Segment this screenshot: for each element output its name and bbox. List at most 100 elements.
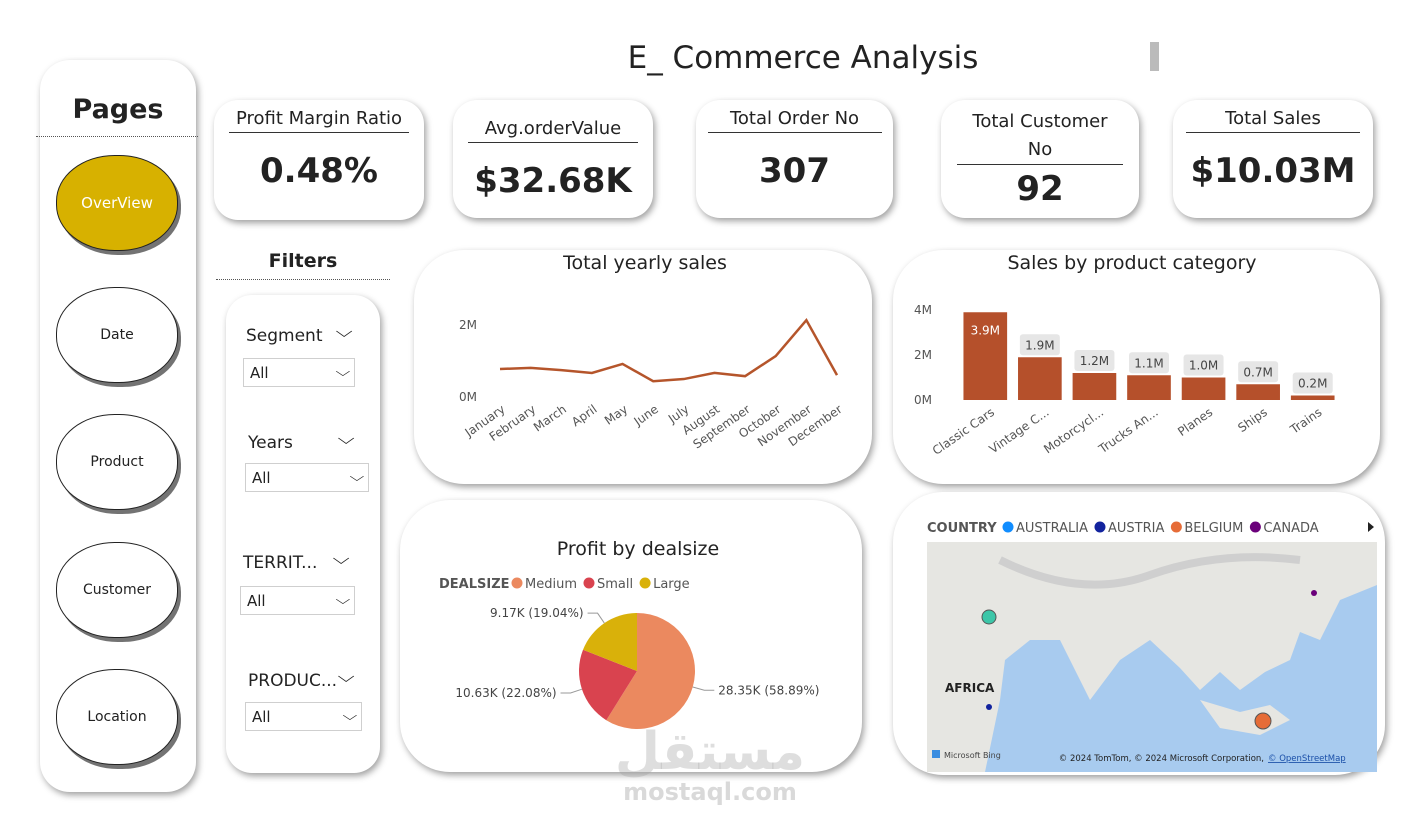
kpi-card: Total Sales $10.03M	[1173, 100, 1373, 218]
nav-button[interactable]: Customer	[56, 542, 178, 638]
bar	[963, 312, 1008, 400]
filter-chevron: ⌵	[335, 322, 353, 341]
data-label: 1.0M	[1189, 359, 1218, 373]
filter-value: All	[252, 707, 271, 726]
x-tick-label: April	[569, 402, 600, 429]
dropdown-chevron: ⌵	[335, 365, 351, 380]
page-title: E_ Commerce Analysis	[627, 40, 979, 76]
kpi-card: Total Customer No 92	[941, 100, 1139, 218]
kpi-label: Total Order No	[707, 108, 882, 133]
kpi-label: Avg.orderValue	[468, 118, 638, 143]
bar	[1181, 377, 1226, 400]
chart-title: Profit by dealsize	[557, 538, 719, 560]
x-tick-label: Vintage C...	[987, 405, 1052, 456]
chart-title: Total yearly sales	[562, 252, 727, 274]
kpi-label: Total Sales	[1186, 108, 1360, 133]
leader-line	[692, 686, 715, 691]
kpi-value: $10.03M	[1190, 151, 1356, 191]
data-label: 3.9M	[971, 323, 1000, 337]
filter-dropdown[interactable]: All ⌵	[240, 586, 355, 615]
dropdown-chevron: ⌵	[342, 709, 358, 724]
y-tick-label: 2M	[459, 318, 477, 332]
legend-swatch	[639, 577, 651, 589]
legend-label: Small	[597, 577, 633, 592]
dropdown-chevron: ⌵	[349, 470, 365, 485]
data-label: 0.2M	[1298, 377, 1327, 391]
legend-label: BELGIUM	[1184, 521, 1243, 536]
x-tick-label: March	[531, 402, 569, 434]
map-attribution-link[interactable]: © OpenStreetMap	[1268, 754, 1346, 764]
x-tick-label: May	[602, 402, 630, 428]
nav-button[interactable]: Date	[56, 287, 178, 383]
kpi-value: $32.68K	[474, 161, 632, 201]
nav-button[interactable]: OverView	[56, 155, 178, 251]
divider	[36, 136, 198, 137]
filter-label: Years	[248, 433, 293, 453]
data-label: 1.9M	[1025, 338, 1054, 352]
y-tick-label: 0M	[914, 393, 932, 407]
bar	[1290, 395, 1335, 400]
map-bubble	[1311, 590, 1317, 596]
filter-dropdown[interactable]: All ⌵	[245, 702, 362, 731]
legend-label: AUSTRIA	[1108, 521, 1164, 536]
filter-value: All	[247, 591, 266, 610]
x-tick-label: Classic Cars	[930, 405, 997, 458]
map-bubble	[1254, 712, 1272, 730]
filter-value: All	[250, 363, 269, 382]
filter-label: PRODUC...	[248, 671, 338, 691]
legend-swatch	[1002, 521, 1014, 533]
legend-swatch	[1094, 521, 1106, 533]
kpi-value: 92	[1016, 169, 1064, 209]
filter-chevron: ⌵	[332, 549, 350, 568]
filter-label: TERRIT...	[243, 553, 318, 573]
leader-line	[560, 688, 583, 694]
legend-title: DEALSIZE	[439, 577, 510, 592]
data-label: 28.35K (58.89%)	[718, 683, 819, 697]
nav-button[interactable]: Location	[56, 669, 178, 765]
x-tick-label: Trucks An...	[1095, 405, 1160, 457]
dropdown-chevron: ⌵	[335, 593, 351, 608]
map[interactable]	[927, 542, 1377, 772]
legend-label: CANADA	[1263, 521, 1318, 536]
watermark: مستقل	[614, 722, 806, 782]
map-attribution: © 2024 TomTom, © 2024 Microsoft Corporat…	[1059, 754, 1264, 764]
filter-value: All	[252, 468, 271, 487]
filter-chevron: ⌵	[337, 429, 355, 448]
legend-swatch	[1170, 521, 1182, 533]
data-label: 9.17K (19.04%)	[490, 606, 584, 620]
bar	[1072, 373, 1117, 400]
data-label-box	[1074, 350, 1115, 371]
pie-slice	[583, 613, 637, 671]
nav-title: Pages	[72, 94, 164, 125]
legend-label: Large	[653, 577, 690, 592]
legend-swatch	[583, 577, 595, 589]
filters-title: Filters	[268, 250, 338, 272]
kpi-card: Avg.orderValue $32.68K	[453, 100, 653, 218]
bar	[1127, 375, 1171, 400]
x-tick-label: Ships	[1235, 405, 1270, 435]
filter-chevron: ⌵	[337, 667, 355, 686]
map-region-label: AFRICA	[945, 681, 995, 695]
x-tick-label: June	[631, 402, 661, 429]
scroll-marker	[1150, 42, 1159, 71]
map-logo: Microsoft Bing	[944, 751, 1001, 760]
data-label: 10.63K (22.08%)	[455, 686, 556, 700]
y-tick-label: 4M	[914, 303, 932, 317]
filter-dropdown[interactable]: All ⌵	[243, 358, 355, 387]
legend-next[interactable]	[1368, 522, 1374, 532]
data-label: 1.2M	[1080, 354, 1109, 368]
data-label-box	[1129, 352, 1169, 374]
filter-dropdown[interactable]: All ⌵	[245, 463, 369, 492]
legend-swatch	[511, 577, 523, 589]
card	[414, 250, 872, 484]
x-tick-label: Planes	[1175, 405, 1215, 439]
kpi-label: Profit Margin Ratio	[229, 108, 409, 133]
map-bubble	[981, 609, 997, 625]
line	[499, 317, 839, 383]
bar	[1018, 357, 1062, 400]
nav-button[interactable]: Product	[56, 414, 178, 510]
data-label-box	[1183, 354, 1224, 376]
map-land	[927, 542, 1377, 772]
divider	[216, 279, 390, 280]
